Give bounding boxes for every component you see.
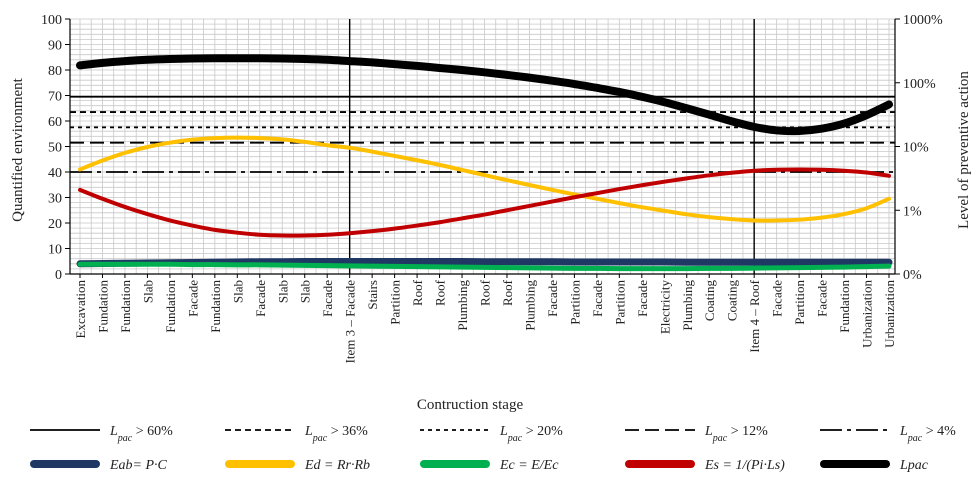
- series-lines: [76, 54, 893, 272]
- legend-label: Eab= P·C: [109, 458, 168, 473]
- legend-label: Lpac > 4%: [899, 424, 956, 444]
- x-tick-label: Urbanization: [882, 280, 897, 348]
- x-tick-label: Roof: [500, 279, 515, 306]
- x-tick-label: Roof: [433, 279, 448, 306]
- x-tick-label: Fundation: [118, 280, 133, 333]
- x-tick-label: Facade: [253, 280, 268, 317]
- x-tick-label: Urbanization: [860, 280, 875, 348]
- x-tick-label: Partition: [567, 280, 582, 325]
- y-tick-label: 90: [48, 39, 62, 54]
- x-tick-label: Slab: [275, 280, 290, 303]
- y-tick-labels: 0 10 20 30 40 50 60 70 80 90 100: [41, 13, 70, 283]
- legend-label: Lpac > 12%: [704, 424, 768, 444]
- y-tick-label: 40: [48, 166, 62, 181]
- x-tick-label: Roof: [410, 279, 425, 306]
- x-tick-label: Facade: [320, 280, 335, 317]
- y-right-tick-label: 100%: [903, 77, 936, 92]
- y-tick-label: 30: [48, 192, 62, 207]
- legend-label: Lpac > 60%: [109, 424, 173, 444]
- x-tick-label: Facade: [185, 280, 200, 317]
- x-tick-label: Slab: [140, 280, 155, 303]
- x-tick-label: Fundation: [95, 280, 110, 333]
- series-ec: [77, 261, 892, 272]
- x-tick-label: Plumbing: [522, 280, 537, 331]
- x-tick-label: Coating: [702, 280, 717, 322]
- legend-label: Lpac > 20%: [499, 424, 563, 444]
- grid: [70, 18, 895, 275]
- y-right-axis-title: Level of preventive action: [956, 71, 972, 229]
- y-right-tick-label: 1000%: [903, 13, 943, 28]
- legend-label: Lpac > 36%: [304, 424, 368, 444]
- series-lpac: [76, 54, 893, 136]
- x-tick-label: Item 3 – Facade: [343, 280, 358, 364]
- x-tick-label: Facade: [590, 280, 605, 317]
- y-axis-title: Quantified environment: [10, 77, 26, 222]
- x-tick-label: Excavation: [73, 280, 88, 339]
- x-tick-label: Partition: [612, 280, 627, 325]
- x-tick-label: Partition: [792, 280, 807, 325]
- y-right-tick-label: 0%: [903, 268, 922, 283]
- x-tick-label: Facade: [545, 280, 560, 317]
- y-right-tick-label: 1%: [903, 204, 922, 219]
- y-tick-label: 60: [48, 115, 62, 130]
- x-tick-label: Roof: [478, 279, 493, 306]
- legend-label: Es = 1/(Pi·Ls): [704, 458, 785, 473]
- x-tick-label: Fundation: [163, 280, 178, 333]
- y-tick-label: 0: [55, 268, 62, 283]
- legend-label: Ec = E/Ec: [499, 458, 559, 473]
- series-es: [78, 167, 891, 238]
- y-tick-label: 20: [48, 217, 62, 232]
- x-tick-label: Facade: [770, 280, 785, 317]
- x-tick-label: Facade: [815, 280, 830, 317]
- x-tick-label: Slab: [298, 280, 313, 303]
- x-tick-label: Plumbing: [455, 280, 470, 331]
- x-tick-label: Electricity: [657, 280, 672, 335]
- x-tick-label: Coating: [725, 280, 740, 322]
- y-tick-label: 70: [48, 90, 62, 105]
- x-tick-labels: Excavation Fundation Fundation Slab Fundatio…: [73, 274, 897, 363]
- x-tick-label: Slab: [230, 280, 245, 303]
- legend-label: Ed = Rr·Rb: [304, 458, 370, 473]
- y-tick-label: 50: [48, 141, 62, 156]
- x-tick-label: Fundation: [208, 280, 223, 333]
- series-ed: [78, 135, 891, 223]
- x-tick-label: Partition: [388, 280, 403, 325]
- x-tick-label: Plumbing: [680, 280, 695, 331]
- x-tick-label: Facade: [635, 280, 650, 317]
- x-tick-label: Fundation: [837, 280, 852, 333]
- x-axis-title: Contruction stage: [417, 397, 524, 413]
- y-tick-label: 10: [48, 243, 62, 258]
- y-right-tick-label: 10%: [903, 141, 929, 156]
- legend: Lpac > 60% Lpac > 36% Lpac > 20% Lpac > 12%…: [30, 424, 956, 473]
- x-tick-label: Stairs: [365, 280, 380, 310]
- x-tick-label: Item 4 – Roof: [747, 279, 762, 352]
- y-tick-label: 80: [48, 64, 62, 79]
- y-tick-label: 100: [41, 13, 62, 28]
- y-right-tick-labels: 0% 1% 10% 100% 1000%: [895, 13, 943, 283]
- legend-label: Lpac: [899, 458, 929, 473]
